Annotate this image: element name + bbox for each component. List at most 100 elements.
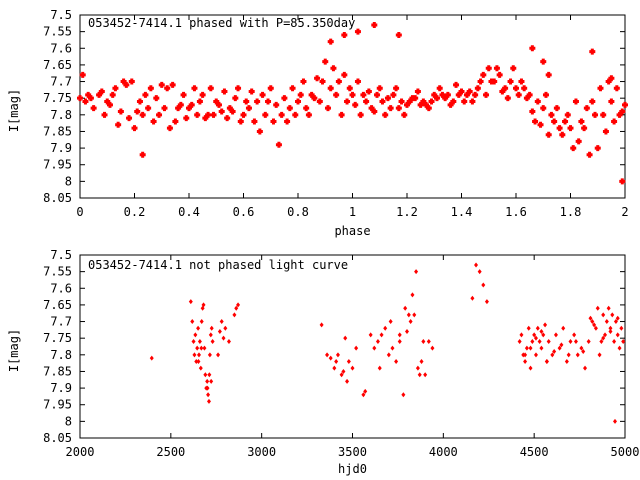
data-point bbox=[300, 78, 307, 85]
data-point bbox=[428, 98, 435, 105]
data-point bbox=[297, 91, 304, 98]
data-point bbox=[134, 108, 141, 115]
data-point bbox=[621, 339, 626, 345]
data-point bbox=[510, 65, 517, 72]
data-point bbox=[199, 345, 204, 351]
data-point bbox=[201, 302, 206, 308]
data-point bbox=[341, 71, 348, 78]
data-point bbox=[198, 365, 203, 371]
data-point bbox=[397, 332, 402, 338]
data-point bbox=[256, 128, 263, 135]
data-point bbox=[208, 332, 213, 338]
data-point bbox=[177, 101, 184, 108]
data-point bbox=[504, 95, 511, 102]
x-tick-label: 4500 bbox=[520, 445, 549, 459]
data-point bbox=[444, 91, 451, 98]
data-point bbox=[619, 325, 624, 331]
data-point bbox=[570, 145, 577, 152]
data-point bbox=[156, 111, 163, 118]
x-tick-label: 4000 bbox=[429, 445, 458, 459]
data-point bbox=[383, 325, 388, 331]
data-point bbox=[232, 312, 237, 318]
data-point bbox=[248, 88, 255, 95]
data-point bbox=[149, 355, 154, 361]
data-point bbox=[235, 85, 242, 92]
data-point bbox=[483, 91, 490, 98]
data-point bbox=[519, 332, 524, 338]
data-point bbox=[142, 91, 149, 98]
data-point bbox=[537, 121, 544, 128]
data-point bbox=[393, 85, 400, 92]
data-point bbox=[292, 111, 299, 118]
data-point bbox=[619, 178, 626, 185]
data-point bbox=[480, 71, 487, 78]
data-point bbox=[613, 418, 618, 424]
data-point bbox=[414, 88, 421, 95]
data-point bbox=[403, 305, 408, 311]
data-point bbox=[583, 105, 590, 112]
data-point bbox=[335, 352, 340, 358]
y-tick-label: 8 bbox=[65, 414, 72, 428]
data-point bbox=[619, 108, 626, 115]
data-point bbox=[319, 322, 324, 328]
data-point bbox=[542, 91, 549, 98]
x-axis-label: phase bbox=[334, 224, 370, 238]
data-point bbox=[535, 325, 540, 331]
data-point bbox=[194, 111, 201, 118]
data-point bbox=[469, 98, 476, 105]
data-point bbox=[311, 95, 318, 102]
data-point bbox=[484, 299, 489, 305]
data-point bbox=[352, 101, 359, 108]
data-point bbox=[376, 85, 383, 92]
data-point bbox=[573, 339, 578, 345]
data-point bbox=[537, 339, 542, 345]
data-point bbox=[421, 339, 426, 345]
data-point bbox=[592, 322, 597, 328]
data-point bbox=[477, 78, 484, 85]
data-point bbox=[350, 365, 355, 371]
data-point bbox=[567, 125, 574, 132]
data-point bbox=[363, 388, 368, 394]
data-point bbox=[106, 101, 113, 108]
data-point bbox=[615, 315, 620, 321]
x-tick-label: 1.6 bbox=[505, 205, 527, 219]
data-point bbox=[131, 125, 138, 132]
data-point bbox=[545, 71, 552, 78]
y-tick-label: 8.05 bbox=[43, 431, 72, 445]
data-point bbox=[166, 125, 173, 132]
x-tick-label: 0.8 bbox=[287, 205, 309, 219]
data-point bbox=[158, 81, 165, 88]
data-point bbox=[521, 85, 528, 92]
y-tick-label: 7.85 bbox=[43, 124, 72, 138]
x-tick-label: 1 bbox=[349, 205, 356, 219]
data-point bbox=[493, 65, 500, 72]
data-point bbox=[79, 71, 86, 78]
data-point bbox=[608, 75, 615, 82]
data-point bbox=[397, 339, 402, 345]
data-point bbox=[205, 385, 210, 391]
data-point bbox=[575, 138, 582, 145]
data-point bbox=[410, 292, 415, 298]
data-point bbox=[539, 345, 544, 351]
x-tick-label: 1.4 bbox=[451, 205, 473, 219]
data-point bbox=[578, 118, 585, 125]
data-point bbox=[395, 105, 402, 112]
data-point bbox=[529, 45, 536, 52]
data-point bbox=[229, 108, 236, 115]
data-point bbox=[240, 111, 247, 118]
data-point bbox=[379, 332, 384, 338]
data-point bbox=[245, 105, 252, 112]
data-point bbox=[553, 105, 560, 112]
data-point bbox=[123, 81, 130, 88]
data-point bbox=[360, 91, 367, 98]
data-point bbox=[532, 332, 537, 338]
data-point bbox=[145, 105, 152, 112]
data-point bbox=[551, 118, 558, 125]
data-point bbox=[361, 392, 366, 398]
data-point bbox=[363, 98, 370, 105]
data-point bbox=[196, 358, 201, 364]
data-point bbox=[226, 339, 231, 345]
data-point bbox=[461, 98, 468, 105]
data-point bbox=[216, 352, 221, 358]
data-point bbox=[191, 339, 196, 345]
